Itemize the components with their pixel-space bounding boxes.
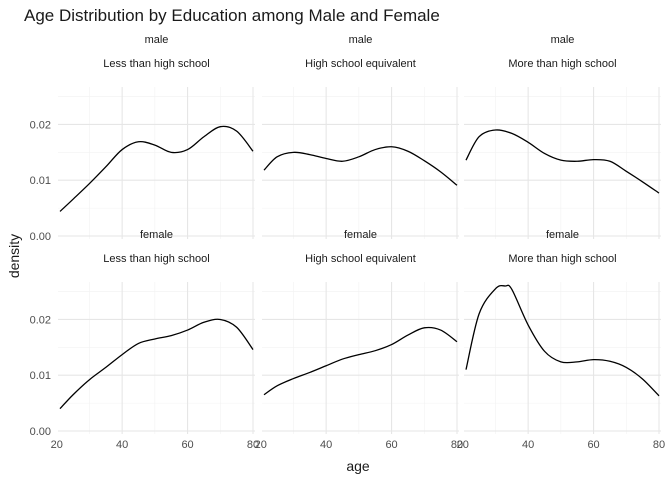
y-tick-label: 0.00 [30,426,51,438]
x-tick-label: 40 [116,439,128,451]
x-tick-label: 80 [653,439,665,451]
facet-panel-male-2: male High school equivalent [262,34,459,239]
strip-label-sex: male [551,34,575,46]
density-line [465,129,660,194]
density-line [59,318,254,410]
strip-label-education: More than high school [508,58,616,70]
facet-panel-male-1: male Less than high school 0.00 0.01 0.02 [30,34,255,243]
y-tick-label: 0.01 [30,175,51,187]
strip-label-sex: female [546,229,579,241]
x-tick-label: 60 [385,439,397,451]
strip-label-sex: female [344,229,377,241]
density-line [59,125,254,212]
x-tick-label: 40 [522,439,534,451]
strip-label-education: Less than high school [103,58,209,70]
x-tick-label: 80 [247,439,259,451]
x-tick-label: 60 [181,439,193,451]
facet-panel-male-3: male More than high school [464,34,661,239]
y-tick-label: 0.00 [30,231,51,243]
x-tick-label: 20 [457,439,469,451]
density-line [263,326,458,396]
y-axis-title: density [6,234,22,278]
strip-label-education: More than high school [508,253,616,265]
facet-panel-female-2: female High school equivalent 20 40 60 80 [255,229,464,451]
strip-label-sex: female [140,229,173,241]
x-tick-label: 20 [51,439,63,451]
x-tick-label: 40 [320,439,332,451]
x-axis-title: age [346,458,370,474]
facet-panel-female-3: female More than high school 20 40 60 80 [457,229,666,451]
density-line [263,146,458,186]
density-line [465,284,660,397]
x-tick-label: 80 [451,439,463,451]
y-tick-label: 0.02 [30,314,51,326]
x-tick-label: 20 [255,439,267,451]
strip-label-education: High school equivalent [305,58,416,70]
strip-label-education: Less than high school [103,253,209,265]
facet-panel-female-1: female Less than high school 0.00 0.01 0.02 2… [30,229,260,451]
y-tick-label: 0.02 [30,119,51,131]
strip-label-education: High school equivalent [305,253,416,265]
strip-label-sex: male [349,34,373,46]
x-tick-label: 60 [587,439,599,451]
chart-title: Age Distribution by Education among Male… [24,6,440,25]
strip-label-sex: male [145,34,169,46]
y-tick-label: 0.01 [30,370,51,382]
